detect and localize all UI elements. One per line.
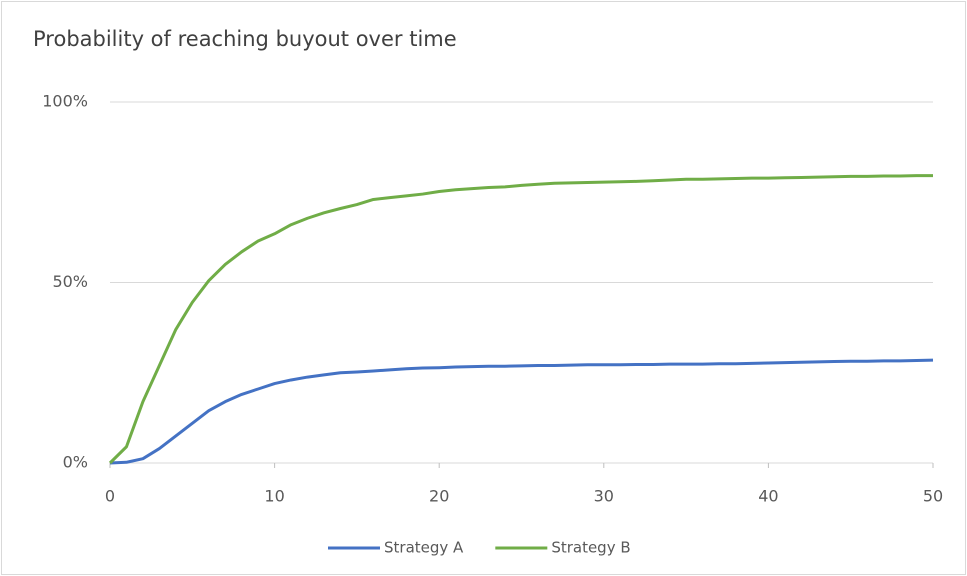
legend-label: Strategy A	[384, 539, 464, 557]
x-tick-label: 0	[105, 487, 115, 506]
x-tick-label: 30	[594, 487, 614, 506]
y-tick-label: 100%	[42, 92, 88, 111]
x-tick-label: 10	[264, 487, 284, 506]
y-tick-label: 0%	[63, 453, 88, 472]
y-tick-label: 50%	[52, 272, 88, 291]
x-tick-label: 50	[923, 487, 943, 506]
series-line	[108, 174, 933, 465]
x-tick-label: 20	[429, 487, 449, 506]
x-tick-label: 40	[758, 487, 778, 506]
series-line	[109, 358, 934, 465]
legend-label: Strategy B	[551, 539, 630, 557]
chart-title: Probability of reaching buyout over time	[33, 27, 457, 51]
